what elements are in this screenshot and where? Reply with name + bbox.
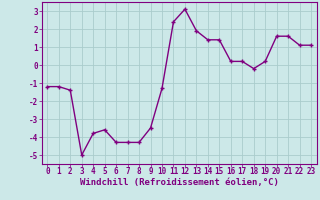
X-axis label: Windchill (Refroidissement éolien,°C): Windchill (Refroidissement éolien,°C) — [80, 178, 279, 187]
